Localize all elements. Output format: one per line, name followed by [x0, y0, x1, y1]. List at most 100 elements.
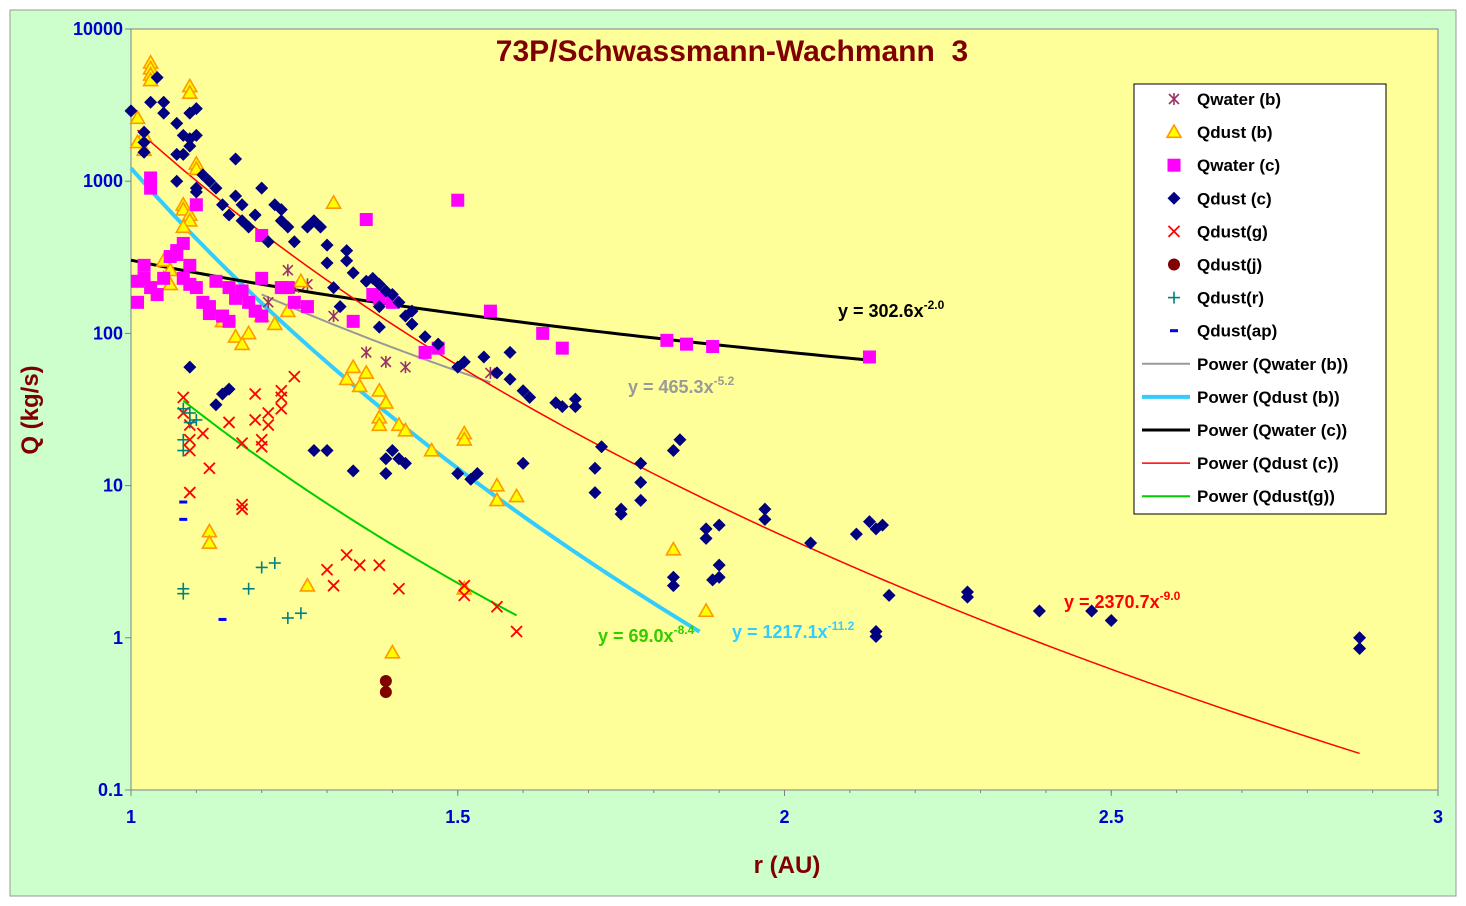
data-point — [202, 174, 216, 188]
data-point — [665, 540, 682, 556]
data-point — [261, 235, 275, 249]
data-point — [379, 452, 393, 466]
data-point — [222, 208, 236, 222]
data-point — [157, 106, 171, 120]
data-point — [179, 500, 188, 504]
data-point — [222, 281, 236, 295]
data-point — [346, 266, 360, 280]
data-point — [1168, 258, 1180, 271]
data-point — [568, 392, 582, 406]
data-point — [490, 366, 504, 380]
data-point — [862, 515, 876, 529]
data-point — [235, 437, 249, 450]
y-tick-label: 1 — [113, 628, 123, 648]
data-point — [508, 487, 525, 503]
legend-item: Qdust (c) — [1167, 189, 1272, 208]
data-point — [242, 220, 256, 234]
data-point — [233, 335, 251, 351]
data-point — [1170, 329, 1178, 333]
data-point — [137, 145, 151, 159]
legend-label: Power (Qdust (b)) — [1197, 388, 1340, 407]
legend-item: Power (Qdust(g)) — [1142, 487, 1335, 506]
legend-label: Qdust(ap) — [1197, 322, 1277, 341]
data-point — [183, 139, 197, 153]
data-point — [372, 320, 386, 334]
data-point — [340, 548, 353, 562]
data-point — [372, 300, 386, 314]
data-point — [150, 71, 164, 85]
trendline — [137, 129, 1360, 755]
data-point — [307, 444, 321, 458]
data-point — [177, 402, 190, 415]
legend-item: Power (Qdust (b)) — [1142, 388, 1340, 407]
data-point — [1165, 123, 1183, 139]
data-point — [455, 431, 473, 446]
data-point — [279, 302, 297, 318]
data-point — [458, 579, 471, 592]
data-point — [209, 181, 223, 195]
data-point — [314, 220, 328, 234]
data-point — [595, 440, 609, 454]
data-point — [129, 109, 146, 125]
data-point — [357, 364, 375, 379]
data-point — [203, 462, 216, 475]
data-point — [390, 416, 408, 432]
legend-label: Qdust(r) — [1197, 289, 1264, 308]
data-point — [299, 577, 316, 592]
data-point — [300, 300, 314, 314]
data-point — [555, 400, 569, 414]
trendline-equation: y = 69.0x-8.4 — [598, 623, 695, 646]
data-point — [385, 444, 399, 458]
data-point — [503, 372, 517, 386]
data-point — [249, 413, 262, 427]
data-point — [385, 288, 399, 302]
data-point — [634, 456, 648, 470]
data-point — [666, 570, 680, 584]
data-point — [384, 643, 401, 659]
data-point — [340, 244, 354, 258]
data-point — [712, 518, 726, 532]
data-point — [588, 486, 602, 500]
data-point — [201, 534, 218, 549]
legend-box — [1133, 83, 1387, 515]
data-point — [392, 295, 406, 309]
data-point — [333, 300, 347, 314]
data-point — [240, 324, 258, 340]
data-point — [399, 361, 412, 374]
data-point — [222, 416, 236, 429]
data-point — [758, 502, 772, 516]
data-point — [255, 440, 268, 453]
data-point — [183, 444, 196, 457]
data-point — [144, 95, 158, 109]
data-point — [679, 337, 693, 351]
data-point — [392, 582, 406, 595]
data-point — [235, 498, 249, 511]
data-point — [666, 444, 680, 458]
data-point — [262, 296, 274, 309]
data-point — [157, 271, 171, 285]
data-point — [187, 160, 205, 176]
data-point — [503, 345, 517, 359]
data-points — [124, 54, 1367, 699]
data-point — [346, 464, 360, 478]
data-point — [862, 350, 876, 364]
data-point — [287, 235, 301, 249]
data-point — [1167, 225, 1181, 238]
data-point — [490, 600, 504, 613]
data-point — [405, 304, 419, 318]
x-tick-label: 1 — [126, 807, 136, 827]
legend-item: Qdust(r) — [1168, 289, 1264, 308]
data-point — [249, 387, 262, 401]
data-point — [242, 582, 255, 595]
data-point — [372, 277, 386, 291]
trendline — [129, 166, 701, 634]
data-point — [706, 340, 720, 354]
data-point — [379, 686, 392, 699]
data-point — [281, 220, 295, 234]
data-point — [588, 461, 602, 475]
data-point — [457, 355, 471, 369]
data-point — [288, 370, 301, 383]
data-point — [397, 421, 414, 437]
data-point — [458, 589, 471, 602]
x-tick-label: 3 — [1433, 807, 1443, 827]
